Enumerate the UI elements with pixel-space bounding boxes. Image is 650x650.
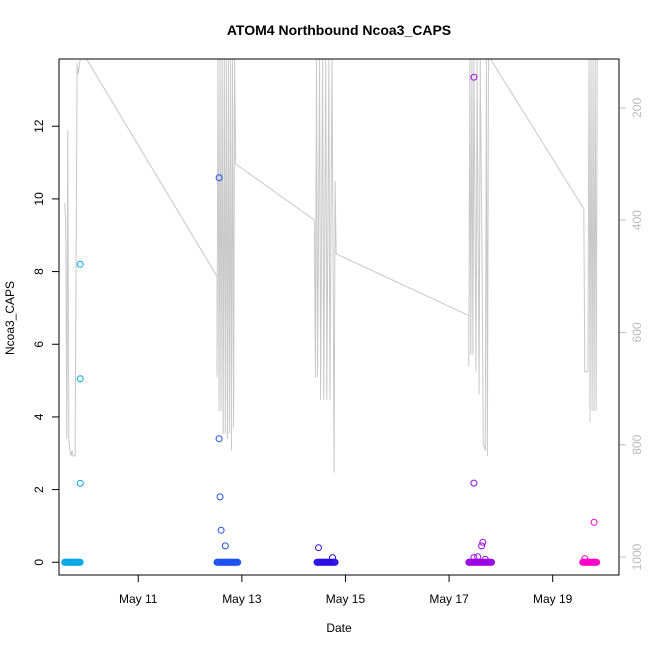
x-tick-label: May 19 — [533, 592, 573, 606]
data-point — [590, 518, 598, 526]
depth-trace-layer — [64, 58, 598, 473]
data-point — [76, 479, 84, 487]
axes-layer: 0 2 4 6 8 10 12 May 11 May 13 May 15 May 17 May 19 2… — [32, 98, 644, 606]
data-point — [215, 174, 223, 182]
x-tick-label: May 11 — [119, 592, 158, 606]
secondary-y-tick-label: 400 — [630, 210, 644, 230]
x-tick-label: May 15 — [326, 592, 366, 606]
data-point — [474, 553, 482, 561]
depth-trace-line — [64, 58, 598, 473]
y-tick-label: 6 — [32, 341, 46, 348]
data-point — [593, 558, 601, 566]
data-point — [315, 544, 322, 552]
secondary-y-tick-label: 200 — [630, 98, 644, 118]
data-point — [581, 555, 589, 563]
x-axis-label: Date — [326, 621, 352, 635]
plot-frame — [58, 58, 620, 576]
data-point — [215, 435, 223, 443]
data-point — [76, 558, 84, 566]
data-point — [479, 538, 487, 546]
data-point — [470, 73, 478, 81]
y-tick-label: 4 — [32, 413, 46, 420]
y-tick-label: 12 — [32, 119, 46, 133]
data-point — [478, 542, 486, 550]
secondary-y-tick-label: 800 — [630, 434, 644, 454]
x-tick-label: May 13 — [222, 592, 262, 606]
y-tick-label: 0 — [32, 559, 46, 566]
data-point — [217, 526, 225, 534]
data-point — [329, 554, 336, 562]
y-tick-label: 8 — [32, 268, 46, 275]
y-tick-label: 2 — [32, 486, 46, 493]
data-point — [216, 493, 224, 501]
data-point — [470, 554, 478, 562]
points-layer — [61, 73, 601, 566]
secondary-y-tick-label: 1000 — [630, 543, 644, 570]
chart-title: ATOM4 Northbound Ncoa3_CAPS — [227, 22, 451, 38]
y-axis-label: Ncoa3_CAPS — [3, 281, 17, 355]
data-point — [221, 542, 229, 550]
data-point — [488, 558, 496, 566]
data-point — [481, 555, 489, 563]
data-point — [234, 558, 242, 566]
secondary-y-tick-label: 600 — [630, 322, 644, 342]
y-tick-label: 10 — [32, 192, 46, 206]
data-point — [76, 260, 84, 268]
x-tick-label: May 17 — [429, 592, 469, 606]
data-point — [76, 375, 84, 383]
data-point — [470, 479, 478, 487]
